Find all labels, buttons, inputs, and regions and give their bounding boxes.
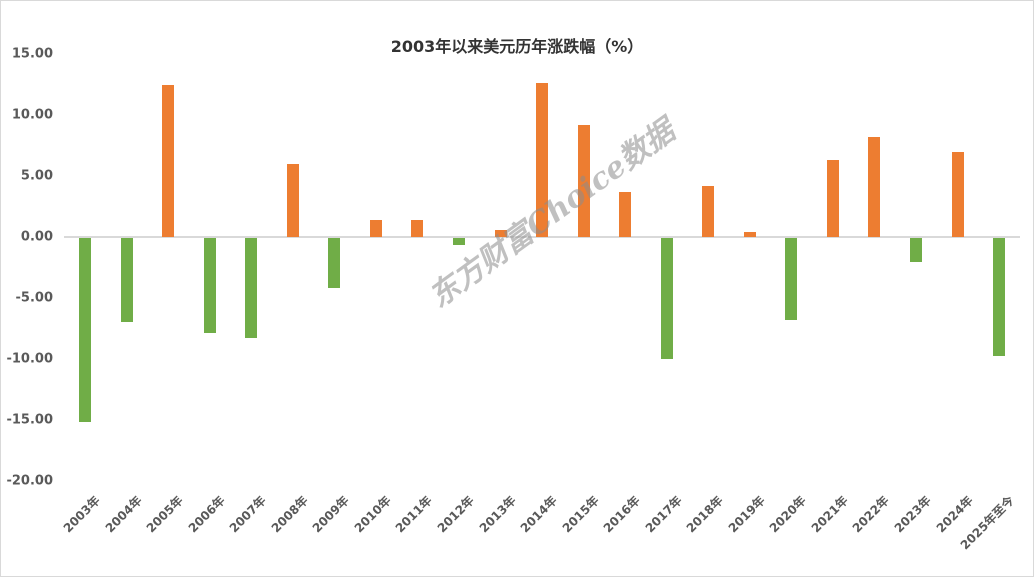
y-tick-label: -20.00 (6, 473, 53, 489)
bar-2009年 (328, 238, 341, 289)
bar-2014年 (536, 83, 549, 237)
zero-baseline (64, 236, 1020, 238)
y-tick-label: 15.00 (11, 46, 53, 62)
y-tick-label: 0.00 (20, 229, 53, 245)
bar-2013年 (494, 229, 507, 237)
bar-2016年 (619, 191, 632, 237)
y-tick-label: -5.00 (15, 290, 53, 306)
bar-2012年 (452, 238, 465, 246)
bar-2007年 (245, 238, 258, 339)
bar-2005年 (162, 84, 175, 237)
bar-2008年 (286, 163, 299, 237)
y-tick-label: 5.00 (20, 168, 53, 184)
chart-title: 2003年以来美元历年涨跌幅（%） (390, 37, 644, 56)
bar-2018年 (702, 185, 715, 237)
bar-2011年 (411, 219, 424, 237)
bar-2024年 (951, 151, 964, 237)
bar-2023年 (910, 238, 922, 263)
bar-2019年 (743, 232, 756, 237)
bar-2025年至今 (993, 238, 1006, 357)
bar-2015年 (577, 124, 590, 237)
y-tick-label: -10.00 (6, 351, 53, 367)
bar-2017年 (660, 238, 673, 359)
y-tick-label: -15.00 (6, 412, 53, 428)
bar-2004年 (120, 238, 133, 323)
bar-2003年 (79, 238, 91, 423)
bar-2022年 (868, 136, 881, 237)
bar-2020年 (785, 238, 798, 320)
y-tick-label: 10.00 (11, 107, 53, 123)
bar-2006年 (203, 238, 216, 334)
bar-2021年 (826, 160, 839, 237)
bar-2010年 (369, 219, 382, 237)
